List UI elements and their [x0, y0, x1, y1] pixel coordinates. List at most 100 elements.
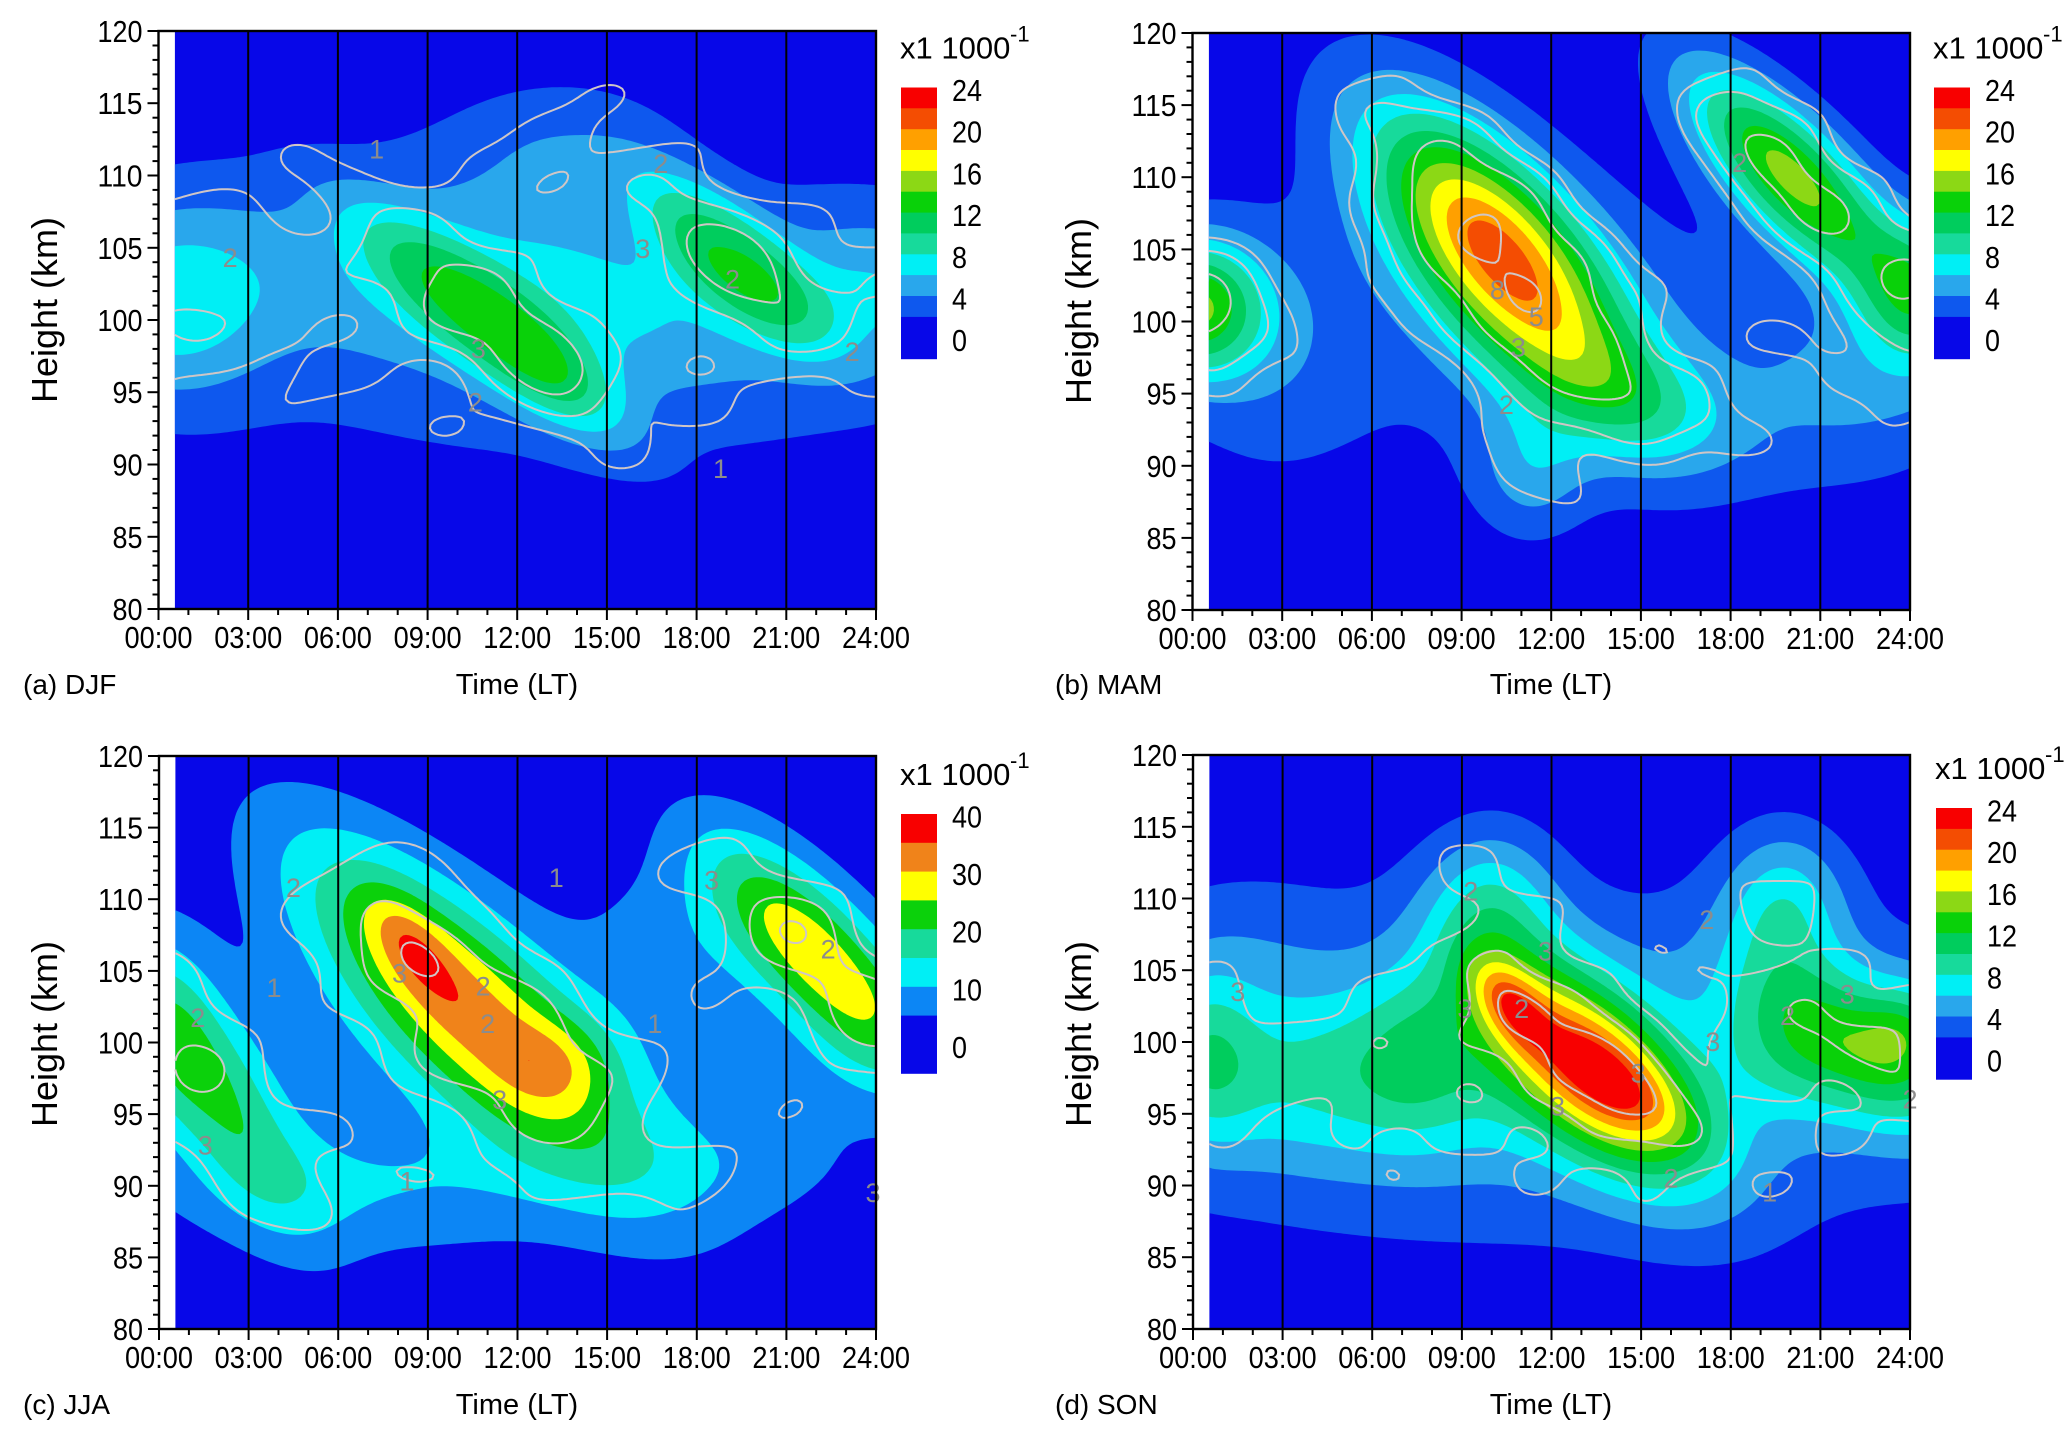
- svg-text:105: 105: [98, 231, 143, 266]
- svg-text:85: 85: [1147, 1240, 1177, 1275]
- svg-text:2: 2: [476, 972, 491, 1002]
- svg-text:Height (km): Height (km): [24, 941, 65, 1127]
- svg-text:2: 2: [468, 387, 483, 417]
- svg-text:2: 2: [1499, 390, 1514, 420]
- svg-text:100: 100: [1132, 305, 1177, 340]
- svg-text:3: 3: [1230, 977, 1245, 1007]
- svg-text:09:00: 09:00: [394, 1340, 462, 1375]
- svg-text:21:00: 21:00: [752, 1340, 820, 1375]
- svg-text:3: 3: [392, 959, 407, 989]
- svg-text:80: 80: [113, 1312, 143, 1347]
- svg-text:3: 3: [1511, 333, 1526, 363]
- svg-text:18:00: 18:00: [663, 1340, 731, 1375]
- svg-text:80: 80: [1147, 1312, 1177, 1347]
- svg-text:1: 1: [549, 863, 564, 893]
- svg-text:2: 2: [1732, 148, 1747, 178]
- svg-text:1: 1: [1762, 1178, 1777, 1208]
- svg-text:24: 24: [952, 73, 982, 108]
- svg-text:-1: -1: [1010, 748, 1030, 773]
- svg-text:85: 85: [113, 1240, 143, 1275]
- svg-text:110: 110: [98, 159, 143, 194]
- svg-text:2: 2: [480, 1009, 495, 1039]
- svg-text:15:00: 15:00: [1607, 621, 1675, 656]
- svg-text:06:00: 06:00: [304, 1340, 372, 1375]
- svg-text:2: 2: [286, 873, 301, 903]
- svg-text:30: 30: [952, 857, 982, 892]
- svg-text:06:00: 06:00: [1338, 621, 1406, 656]
- svg-text:24:00: 24:00: [1876, 1340, 1944, 1375]
- svg-text:100: 100: [98, 1026, 143, 1061]
- svg-text:8: 8: [952, 240, 967, 275]
- svg-text:100: 100: [1132, 1025, 1177, 1060]
- svg-text:3: 3: [198, 1131, 213, 1161]
- svg-text:x1 1000: x1 1000: [900, 757, 1010, 792]
- svg-text:0: 0: [1987, 1044, 2002, 1079]
- svg-text:24:00: 24:00: [842, 1340, 910, 1375]
- svg-text:(c) JJA: (c) JJA: [23, 1389, 110, 1420]
- svg-text:16: 16: [952, 156, 982, 191]
- svg-text:90: 90: [113, 448, 143, 483]
- svg-text:-1: -1: [2043, 22, 2063, 47]
- svg-text:5: 5: [1529, 302, 1544, 332]
- svg-text:15:00: 15:00: [1607, 1340, 1675, 1375]
- svg-text:90: 90: [1147, 449, 1177, 484]
- svg-text:1: 1: [266, 973, 281, 1003]
- svg-text:20: 20: [1985, 115, 2015, 150]
- svg-text:90: 90: [1147, 1169, 1177, 1204]
- svg-text:24:00: 24:00: [1876, 621, 1944, 656]
- svg-text:21:00: 21:00: [1786, 621, 1854, 656]
- svg-text:0: 0: [952, 323, 967, 358]
- svg-text:12: 12: [1985, 198, 2015, 233]
- svg-text:3: 3: [704, 866, 719, 896]
- svg-text:2: 2: [1514, 994, 1529, 1024]
- svg-text:15:00: 15:00: [573, 620, 641, 655]
- svg-text:12:00: 12:00: [1518, 1340, 1586, 1375]
- svg-text:4: 4: [952, 282, 967, 317]
- svg-text:105: 105: [1132, 232, 1177, 267]
- svg-text:3: 3: [865, 1178, 880, 1208]
- svg-text:18:00: 18:00: [1697, 621, 1765, 656]
- svg-text:-1: -1: [1010, 22, 1030, 47]
- svg-text:110: 110: [1132, 160, 1177, 195]
- svg-text:3: 3: [1840, 980, 1855, 1010]
- svg-text:90: 90: [113, 1169, 143, 1204]
- svg-text:120: 120: [98, 14, 143, 49]
- svg-text:24:00: 24:00: [842, 620, 910, 655]
- svg-text:2: 2: [1699, 905, 1714, 935]
- svg-text:110: 110: [1132, 882, 1177, 917]
- svg-text:2: 2: [845, 337, 860, 367]
- svg-text:03:00: 03:00: [215, 1340, 283, 1375]
- svg-text:4: 4: [1987, 1002, 2002, 1037]
- svg-text:2: 2: [653, 149, 668, 179]
- svg-text:3: 3: [635, 234, 650, 264]
- svg-text:95: 95: [113, 1097, 143, 1132]
- svg-text:2: 2: [190, 1003, 205, 1033]
- svg-text:115: 115: [98, 86, 143, 121]
- svg-text:(b) MAM: (b) MAM: [1055, 669, 1162, 700]
- svg-text:3: 3: [1550, 1092, 1565, 1122]
- svg-text:18:00: 18:00: [663, 620, 731, 655]
- svg-text:80: 80: [113, 592, 143, 627]
- svg-text:16: 16: [1987, 877, 2017, 912]
- svg-text:3: 3: [1705, 1027, 1720, 1057]
- svg-text:03:00: 03:00: [1248, 621, 1316, 656]
- svg-text:09:00: 09:00: [1428, 621, 1496, 656]
- svg-text:-1: -1: [2045, 742, 2065, 767]
- svg-text:21:00: 21:00: [1786, 1340, 1854, 1375]
- svg-text:x1 1000: x1 1000: [900, 31, 1010, 66]
- svg-text:09:00: 09:00: [394, 620, 462, 655]
- svg-text:115: 115: [1132, 88, 1177, 123]
- svg-text:120: 120: [98, 739, 143, 774]
- svg-text:85: 85: [113, 520, 143, 555]
- svg-text:00:00: 00:00: [125, 1340, 193, 1375]
- svg-text:0: 0: [1985, 323, 2000, 358]
- svg-text:(a) DJF: (a) DJF: [23, 669, 116, 700]
- svg-text:00:00: 00:00: [125, 620, 193, 655]
- svg-text:1: 1: [369, 135, 384, 165]
- svg-text:110: 110: [98, 882, 143, 917]
- svg-text:Time (LT): Time (LT): [1490, 669, 1612, 701]
- svg-text:06:00: 06:00: [1338, 1340, 1406, 1375]
- svg-text:Time (LT): Time (LT): [456, 669, 578, 701]
- svg-text:40: 40: [952, 800, 982, 835]
- svg-text:105: 105: [1132, 953, 1177, 988]
